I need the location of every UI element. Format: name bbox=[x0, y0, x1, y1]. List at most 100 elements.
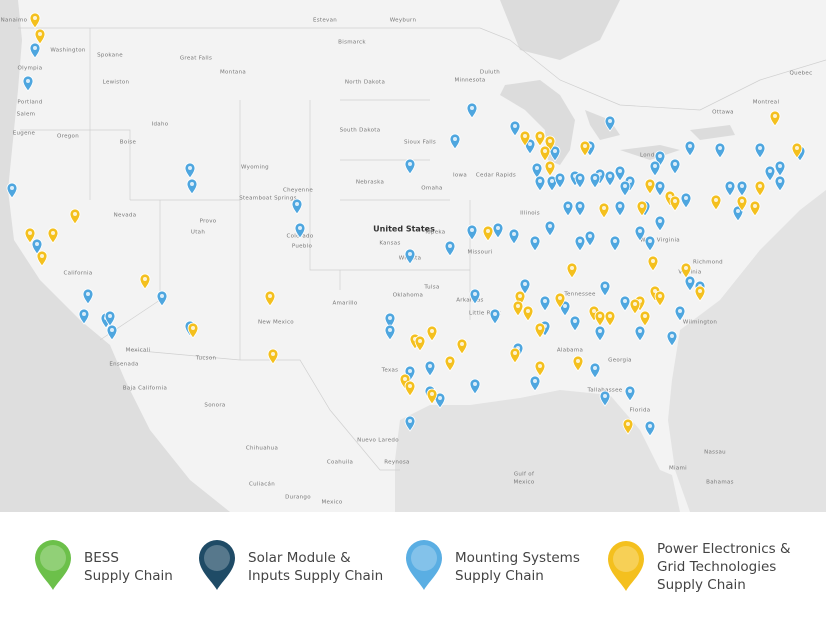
pin-icon bbox=[533, 379, 537, 383]
pin-shape bbox=[669, 195, 681, 212]
pin-shape bbox=[634, 325, 646, 342]
pin bbox=[769, 110, 781, 127]
pin-shape bbox=[539, 145, 551, 162]
pin-icon bbox=[658, 184, 662, 188]
pin-shape bbox=[749, 200, 761, 217]
pin-icon bbox=[583, 144, 587, 148]
legend-pin-inner bbox=[40, 545, 66, 571]
pin-shape bbox=[47, 227, 59, 244]
place-label: Topeka bbox=[424, 230, 446, 236]
pin bbox=[424, 360, 436, 377]
pin bbox=[156, 290, 168, 307]
pin-shape bbox=[456, 338, 468, 355]
pin bbox=[78, 308, 90, 325]
legend: BESS Supply Chain Solar Module & Inputs Sup… bbox=[0, 512, 826, 620]
pin bbox=[680, 262, 692, 279]
pin-icon bbox=[573, 319, 577, 323]
pin-icon bbox=[428, 364, 432, 368]
pin-icon bbox=[673, 162, 677, 166]
pin-shape bbox=[534, 175, 546, 192]
pin-shape bbox=[529, 235, 541, 252]
pin-icon bbox=[778, 179, 782, 183]
pin-icon bbox=[570, 266, 574, 270]
pin bbox=[466, 102, 478, 119]
pin-icon bbox=[473, 382, 477, 386]
place-label: Mexico bbox=[513, 480, 534, 486]
place-label: West Virginia bbox=[640, 238, 680, 244]
pin-icon bbox=[648, 182, 652, 186]
pin-icon bbox=[523, 282, 527, 286]
legend-pin-inner bbox=[411, 545, 437, 571]
pin-shape bbox=[594, 310, 606, 327]
pin-icon bbox=[298, 226, 302, 230]
pin-icon bbox=[28, 231, 32, 235]
pin-icon bbox=[486, 229, 490, 233]
pin bbox=[404, 158, 416, 175]
pin-icon bbox=[543, 149, 547, 153]
atlantic-ocean bbox=[668, 190, 826, 512]
pin bbox=[694, 285, 706, 302]
pin-shape bbox=[680, 192, 692, 209]
place-label: New Mexico bbox=[258, 320, 294, 326]
pin-icon bbox=[608, 119, 612, 123]
pin bbox=[534, 322, 546, 339]
pin-shape bbox=[629, 298, 641, 315]
pin-icon bbox=[578, 239, 582, 243]
pin-icon bbox=[418, 339, 422, 343]
pin-icon bbox=[160, 294, 164, 298]
pin-icon bbox=[430, 329, 434, 333]
place-label: Utah bbox=[191, 230, 205, 236]
pin bbox=[710, 194, 722, 211]
pin bbox=[774, 160, 786, 177]
pin-shape bbox=[466, 224, 478, 241]
pin-shape bbox=[534, 322, 546, 339]
pin-icon bbox=[538, 179, 542, 183]
pin-shape bbox=[444, 240, 456, 257]
pin bbox=[404, 380, 416, 397]
pin bbox=[469, 288, 481, 305]
pin bbox=[529, 375, 541, 392]
pin bbox=[6, 182, 18, 199]
pin-shape bbox=[426, 325, 438, 342]
place-label: Duluth bbox=[480, 70, 500, 76]
pin-icon bbox=[388, 316, 392, 320]
pin-icon bbox=[658, 154, 662, 158]
pin-icon bbox=[795, 146, 799, 150]
pin-icon bbox=[684, 196, 688, 200]
place-label: Kansas bbox=[379, 241, 400, 247]
pin-shape bbox=[598, 202, 610, 219]
pin bbox=[674, 305, 686, 322]
pin-icon bbox=[628, 389, 632, 393]
pin bbox=[619, 295, 631, 312]
pin bbox=[509, 347, 521, 364]
pin bbox=[622, 418, 634, 435]
pin bbox=[644, 420, 656, 437]
pin bbox=[444, 355, 456, 372]
pin-shape bbox=[589, 172, 601, 189]
pin-shape bbox=[684, 140, 696, 157]
pin-icon bbox=[613, 239, 617, 243]
pin bbox=[489, 308, 501, 325]
pin bbox=[654, 290, 666, 307]
pin-shape bbox=[469, 288, 481, 305]
pin-shape bbox=[291, 198, 303, 215]
pin-shape bbox=[624, 385, 636, 402]
pin bbox=[534, 175, 546, 192]
pin-icon bbox=[143, 277, 147, 281]
place-label: Arkansas bbox=[456, 298, 483, 304]
legend-line: Power Electronics & bbox=[657, 541, 791, 557]
pin bbox=[291, 198, 303, 215]
pin bbox=[644, 178, 656, 195]
pin bbox=[654, 215, 666, 232]
pin-icon bbox=[548, 224, 552, 228]
pin-shape bbox=[584, 230, 596, 247]
place-label: Estevan bbox=[313, 18, 337, 24]
pin bbox=[36, 250, 48, 267]
pin-shape bbox=[156, 290, 168, 307]
place-label: Steamboat Springs bbox=[239, 196, 297, 202]
pin-icon bbox=[653, 164, 657, 168]
pin-shape bbox=[604, 310, 616, 327]
pin-shape bbox=[599, 280, 611, 297]
legend-item: Mounting Systems Supply Chain bbox=[405, 540, 580, 591]
